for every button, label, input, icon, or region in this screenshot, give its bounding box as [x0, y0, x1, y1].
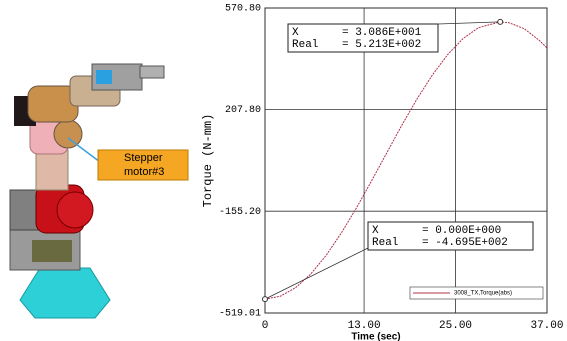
- annotation-text: X: [372, 225, 379, 237]
- annotation-text: = 5.213E+002: [342, 39, 421, 51]
- annotation-point: [263, 297, 268, 302]
- page: Stepper motor#3 -519.01 -155.20 207.80 570.…: [0, 0, 567, 341]
- x-tick-label: 37.00: [530, 320, 563, 332]
- x-tick-label: 0: [262, 320, 269, 332]
- annotation-text: Real: [292, 39, 318, 51]
- annotation-text: = -4.695E+002: [422, 237, 508, 249]
- y-tick-label: 570.80: [225, 4, 261, 15]
- y-axis-label: Torque (N-mm): [201, 114, 215, 208]
- annotation-point: [498, 19, 503, 24]
- y-tick-label: 207.80: [225, 105, 261, 116]
- annotation-text: Real: [372, 237, 398, 249]
- annotation-text: X: [292, 27, 299, 39]
- x-tick-label: 13.00: [348, 320, 381, 332]
- callout-text: motor#3: [124, 166, 164, 178]
- y-tick-label: -155.20: [219, 207, 261, 218]
- plot-frame: [265, 8, 547, 313]
- leader-line: [265, 248, 368, 299]
- callout-text: Stepper: [124, 152, 163, 164]
- x-tick-label: 25.00: [439, 320, 472, 332]
- leader-line: [438, 22, 500, 24]
- annotation-text: = 3.086E+001: [342, 27, 422, 39]
- legend-label: 3008_TX,Torque(abs): [454, 291, 512, 297]
- chart: -519.01 -155.20 207.80 570.80 0 13.00 25.00 37.…: [201, 4, 563, 341]
- y-tick-label: -519.01: [219, 309, 261, 320]
- x-axis-label: Time (sec): [351, 332, 400, 341]
- legend: 3008_TX,Torque(abs): [410, 287, 543, 299]
- robot-image: Stepper motor#3: [10, 64, 188, 318]
- annotation-text: = 0.000E+000: [422, 225, 501, 237]
- data-line: [265, 22, 547, 299]
